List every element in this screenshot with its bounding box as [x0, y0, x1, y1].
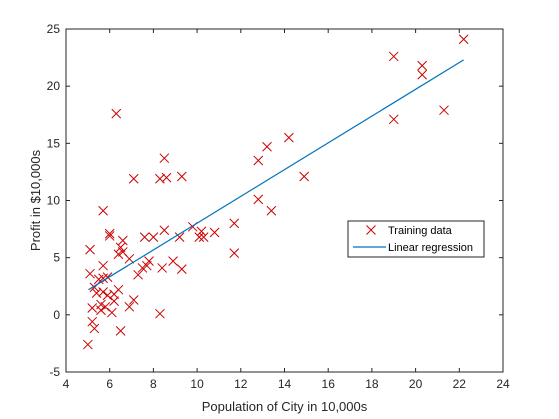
x-tick-label: 12 [234, 377, 248, 391]
training-data-point [98, 260, 108, 271]
x-tick-label: 4 [63, 377, 70, 391]
training-data-point [117, 235, 128, 246]
training-data-point [262, 141, 272, 152]
training-data-point [161, 172, 172, 183]
y-tick-label: 0 [53, 308, 60, 322]
training-data-point [229, 218, 240, 229]
x-axis: 4 6 8 10 12 14 16 18 20 22 24 [63, 29, 510, 391]
training-data-point [115, 325, 126, 336]
training-data-point [113, 284, 124, 295]
training-data-point [111, 108, 122, 119]
training-data-point [100, 301, 111, 312]
training-data-point [157, 263, 167, 273]
y-tick-label: 10 [47, 194, 61, 208]
training-data-point [417, 69, 428, 80]
training-data-point [253, 155, 264, 166]
training-data-point [87, 316, 98, 327]
training-data-point [141, 260, 152, 271]
training-data-point [196, 226, 207, 237]
y-axis: -5 0 5 10 15 20 25 [47, 22, 503, 379]
plot-area [65, 28, 504, 373]
legend-training-data-marker [366, 225, 376, 235]
x-tick-label: 16 [322, 377, 336, 391]
training-data-point [388, 51, 399, 62]
training-data-point [266, 205, 277, 216]
training-data-point [194, 232, 205, 242]
training-data-point [388, 114, 399, 125]
training-data-point [128, 173, 139, 184]
legend-marker-x [366, 225, 376, 235]
training-data-point [417, 60, 428, 71]
y-tick-label: 25 [47, 22, 61, 36]
training-data-point [458, 34, 469, 45]
training-data-point [176, 264, 187, 274]
legend-box [347, 220, 485, 258]
y-tick-label: -5 [49, 365, 60, 379]
training-data-point [124, 253, 135, 264]
training-data-point [107, 307, 117, 318]
training-data-point [82, 339, 93, 350]
training-data-point [87, 303, 98, 313]
training-data-point [299, 171, 310, 182]
x-tick-label: 10 [190, 377, 204, 391]
training-data-point [159, 225, 170, 236]
training-data-point [198, 232, 209, 242]
training-data-point [128, 295, 139, 305]
training-data-point [148, 232, 159, 242]
training-data-point [174, 232, 185, 242]
x-tick-label: 22 [453, 377, 467, 391]
training-data-point [124, 301, 135, 312]
training-data-point [85, 244, 95, 255]
training-data-point [253, 194, 264, 205]
training-data-point [133, 269, 143, 280]
training-data-point [109, 296, 119, 306]
training-data-point [85, 268, 95, 279]
training-data-point [284, 132, 294, 143]
y-axis-label: Profit in $10,000s [28, 149, 43, 251]
training-data-series [82, 34, 469, 350]
y-tick-label: 20 [47, 79, 61, 93]
x-tick-label: 20 [409, 377, 423, 391]
training-data-point [139, 232, 150, 242]
training-data-point [98, 287, 108, 297]
training-data-point [104, 231, 115, 241]
regression-line [88, 59, 464, 291]
training-data-point [89, 323, 100, 334]
x-tick-label: 6 [106, 377, 113, 391]
y-tick-label: 15 [47, 136, 61, 150]
legend-linear-regression-label: Linear regression [388, 242, 473, 254]
legend-training-data-label: Training data [388, 225, 453, 237]
legend: Training data Linear regression [347, 220, 485, 258]
training-data-point [144, 256, 154, 266]
x-tick-label: 8 [150, 377, 157, 391]
training-data-point [176, 171, 187, 182]
linear-regression-series [88, 59, 464, 291]
x-axis-label: Population of City in 10,000s [202, 399, 368, 414]
x-tick-label: 14 [278, 377, 292, 391]
training-data-point [96, 305, 106, 316]
training-data-point [115, 242, 126, 253]
training-data-point [159, 153, 170, 164]
training-data-point [229, 248, 240, 258]
training-data-point [155, 308, 165, 319]
training-data-point [98, 205, 108, 216]
x-tick-label: 24 [496, 377, 510, 391]
training-data-point [439, 105, 449, 116]
training-data-point [104, 228, 115, 239]
x-tick-label: 18 [365, 377, 379, 391]
training-data-point [209, 227, 220, 238]
y-tick-label: 5 [53, 251, 60, 265]
training-data-point [168, 256, 178, 266]
